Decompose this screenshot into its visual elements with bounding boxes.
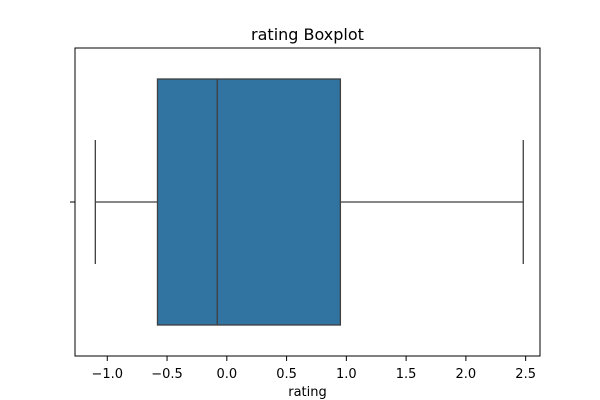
chart-marks	[94, 78, 524, 326]
x-axis-label: rating	[288, 385, 327, 400]
x-tick-label: 2.0	[456, 367, 477, 382]
x-tick-label: 1.5	[396, 367, 417, 382]
x-tick-label: 2.5	[515, 367, 536, 382]
x-tick-label: 0.5	[276, 367, 297, 382]
iqr-box	[156, 78, 342, 326]
x-tick-label: −1.0	[91, 367, 123, 382]
chart-title: rating Boxplot	[251, 25, 364, 44]
x-axis-ticks: −1.0 −0.5 0.0 0.5 1.0 1.5 2.0 2.5	[91, 356, 536, 382]
x-tick-label: −0.5	[151, 367, 183, 382]
x-tick-label: 0.0	[216, 367, 237, 382]
x-tick-label: 1.0	[336, 367, 357, 382]
